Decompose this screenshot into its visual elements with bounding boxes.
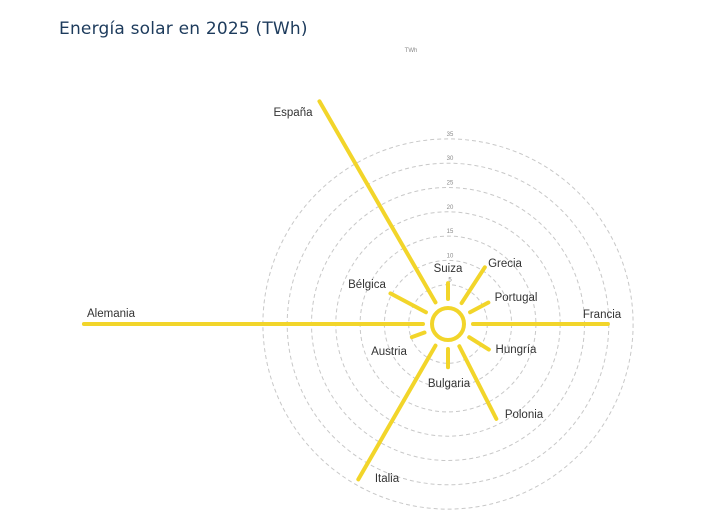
ray-portugal — [468, 300, 491, 315]
category-label: Portugal — [495, 292, 538, 304]
tick-label: 35 — [447, 132, 454, 138]
tick-label: 10 — [447, 253, 454, 259]
tick-label: 15 — [447, 229, 454, 235]
ray-polonia — [457, 344, 499, 421]
tick-label: 30 — [447, 156, 454, 162]
category-label: Polonia — [505, 409, 544, 421]
ray-italia — [356, 343, 438, 482]
ray-bélgica — [388, 291, 428, 315]
ray-grecia — [459, 265, 487, 306]
unit-label: TWh — [405, 48, 418, 54]
category-label: Hungría — [496, 344, 538, 356]
category-label: Italia — [375, 473, 400, 485]
category-label: Alemania — [87, 308, 136, 320]
sun-center-circle — [430, 306, 466, 342]
category-label: Suiza — [434, 263, 463, 275]
tick-label: 20 — [447, 205, 454, 211]
ray-hungría — [467, 335, 491, 352]
category-label: Bélgica — [348, 279, 386, 291]
category-label: Francia — [583, 309, 622, 321]
ray-austria — [409, 330, 427, 340]
category-label: Bulgaria — [428, 378, 471, 390]
tick-label: 5 — [448, 278, 452, 284]
chart-title: Energía solar en 2025 (TWh) — [59, 19, 308, 39]
tick-label: 25 — [447, 181, 454, 187]
ray-españa — [317, 99, 438, 305]
category-label: Austria — [371, 346, 407, 358]
category-label: España — [273, 107, 313, 119]
category-label: Grecia — [488, 258, 522, 270]
